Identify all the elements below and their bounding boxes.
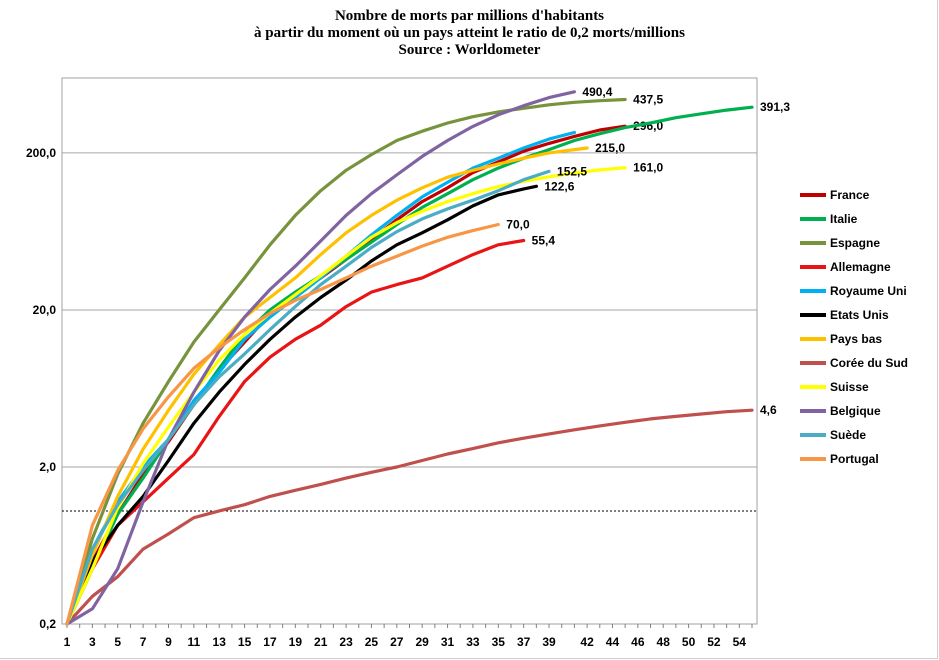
x-tick-label: 39 — [542, 635, 556, 649]
data-label: 70,0 — [506, 218, 530, 232]
legend-label: Allemagne — [830, 260, 891, 274]
x-tick-label: 13 — [213, 635, 227, 649]
series-line-suisse — [65, 166, 627, 626]
data-label: 490,4 — [582, 85, 612, 99]
y-tick-label: 0,2 — [39, 617, 56, 631]
x-tick-label: 25 — [365, 635, 379, 649]
legend-label: Suisse — [830, 380, 869, 394]
x-tick-label: 50 — [682, 635, 696, 649]
x-tick-label: 17 — [263, 635, 277, 649]
x-tick-label: 19 — [289, 635, 303, 649]
x-tick-label: 11 — [188, 635, 201, 649]
x-tick-label: 7 — [140, 635, 147, 649]
x-tick-label: 21 — [314, 635, 328, 649]
x-tick-label: 31 — [441, 635, 455, 649]
legend-label: France — [830, 188, 870, 202]
x-tick-label: 1 — [64, 635, 71, 649]
x-tick-label: 42 — [580, 635, 594, 649]
x-tick-label: 54 — [733, 635, 747, 649]
data-label: 122,6 — [544, 179, 574, 193]
legend-label: Portugal — [830, 452, 879, 466]
x-tick-label: 44 — [606, 635, 620, 649]
x-tick-label: 46 — [631, 635, 645, 649]
data-label: 437,5 — [633, 93, 663, 107]
data-label: 161,0 — [633, 161, 663, 175]
chart-source: Source : Worldometer — [398, 42, 541, 58]
y-tick-label: 2,0 — [39, 460, 56, 474]
series-line-france — [65, 124, 627, 626]
x-tick-label: 27 — [390, 635, 404, 649]
x-tick-label: 15 — [238, 635, 252, 649]
series-line-su-de — [65, 169, 551, 626]
legend-label: Etats Unis — [830, 308, 889, 322]
series-line-cor-e-du-sud — [65, 408, 754, 626]
chart-subtitle: à partir du moment où un pays atteint le… — [254, 25, 685, 41]
legend-label: Belgique — [830, 404, 881, 418]
series-line-etats-unis — [65, 184, 539, 626]
series-line-italie — [65, 105, 754, 626]
y-tick-label: 200,0 — [26, 146, 56, 160]
legend-label: Espagne — [830, 236, 880, 250]
data-label: 152,5 — [557, 164, 587, 178]
y-tick-label: 20,0 — [33, 303, 57, 317]
x-tick-label: 48 — [657, 635, 671, 649]
x-tick-label: 5 — [114, 635, 121, 649]
series-line-portugal — [65, 222, 500, 626]
data-label: 55,4 — [532, 233, 556, 247]
data-label: 4,6 — [760, 403, 777, 417]
legend-label: Pays bas — [830, 332, 882, 346]
legend-label: Suède — [830, 428, 866, 442]
x-tick-label: 35 — [492, 635, 506, 649]
legend-label: Royaume Uni — [830, 284, 907, 298]
x-tick-label: 37 — [517, 635, 531, 649]
legend-label: Corée du Sud — [830, 356, 908, 370]
data-label: 215,0 — [595, 141, 625, 155]
x-tick-label: 9 — [165, 635, 172, 649]
x-tick-label: 3 — [89, 635, 96, 649]
legend-label: Italie — [830, 212, 858, 226]
x-tick-label: 29 — [416, 635, 430, 649]
series-line-espagne — [65, 97, 627, 626]
series-line-belgique — [65, 90, 577, 626]
x-tick-label: 52 — [707, 635, 721, 649]
x-tick-label: 23 — [339, 635, 353, 649]
chart-title: Nombre de morts par millions d'habitants — [334, 8, 605, 24]
data-label: 391,3 — [760, 100, 790, 114]
x-tick-label: 33 — [466, 635, 480, 649]
series-line-pays-bas — [65, 146, 589, 626]
